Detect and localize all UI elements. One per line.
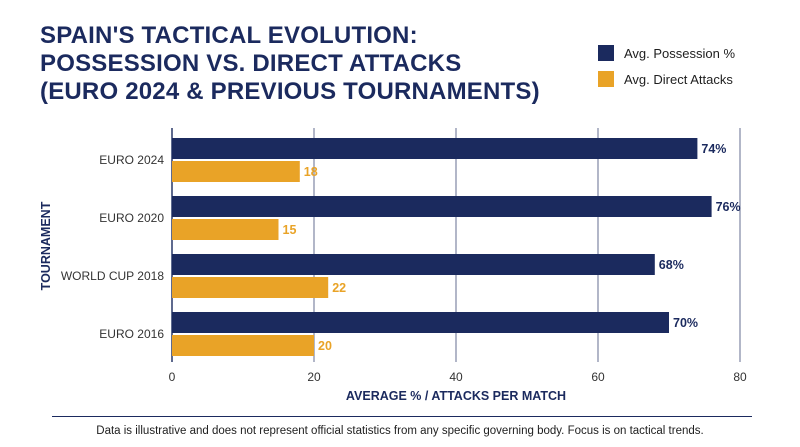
data-label-euro-2016-possession: 70%	[673, 316, 698, 330]
bar-euro-2016-possession	[172, 312, 669, 333]
data-label-euro-2016-direct-attacks: 20	[318, 339, 332, 353]
y-category-label-euro-2016: EURO 2016	[99, 327, 164, 341]
data-label-world-cup-2018-possession: 68%	[659, 258, 684, 272]
bar-euro-2016-direct-attacks	[172, 335, 314, 356]
bar-world-cup-2018-possession	[172, 254, 655, 275]
chart-title-line-2: POSSESSION VS. DIRECT ATTACKS	[40, 50, 462, 77]
y-category-label-euro-2020: EURO 2020	[99, 211, 164, 225]
x-tick-label-40: 40	[449, 370, 463, 384]
y-category-label-world-cup-2018: WORLD CUP 2018	[61, 269, 164, 283]
x-tick-label-20: 20	[307, 370, 321, 384]
y-category-label-euro-2024: EURO 2024	[99, 153, 164, 167]
data-label-euro-2024-direct-attacks: 18	[304, 165, 318, 179]
chart-title-line-1: SPAIN'S TACTICAL EVOLUTION:	[40, 22, 418, 49]
data-label-euro-2020-possession: 76%	[716, 200, 741, 214]
x-tick-label-60: 60	[591, 370, 605, 384]
bar-euro-2020-direct-attacks	[172, 219, 279, 240]
data-label-world-cup-2018-direct-attacks: 22	[332, 281, 346, 295]
legend-item-possession: Avg. Possession %	[598, 44, 735, 62]
data-label-euro-2020-direct-attacks: 15	[283, 223, 297, 237]
data-label-euro-2024-possession: 74%	[701, 142, 726, 156]
bar-world-cup-2018-direct-attacks	[172, 277, 329, 298]
bar-euro-2020-possession	[172, 196, 712, 217]
legend-label-direct-attacks: Avg. Direct Attacks	[624, 71, 733, 87]
x-axis-title: AVERAGE % / ATTACKS PER MATCH	[346, 389, 566, 403]
bar-euro-2024-possession	[172, 138, 698, 159]
footnote-divider	[52, 416, 752, 417]
legend-label-possession: Avg. Possession %	[624, 45, 736, 61]
bar-euro-2024-direct-attacks	[172, 161, 300, 182]
legend-swatch-possession	[598, 45, 614, 61]
legend-swatch-direct-attacks	[598, 71, 614, 87]
chart-title-line-3: (EURO 2024 & PREVIOUS TOURNAMENTS)	[40, 78, 540, 105]
x-tick-label-0: 0	[169, 370, 176, 384]
chart-title: SPAIN'S TACTICAL EVOLUTION: POSSESSION V…	[40, 22, 540, 106]
legend-item-direct-attacks: Avg. Direct Attacks	[598, 70, 735, 88]
y-axis-title: TOURNAMENT	[39, 201, 53, 290]
x-tick-label-80: 80	[733, 370, 747, 384]
footnote: Data is illustrative and does not repres…	[96, 425, 704, 437]
chart-legend: Avg. Possession % Avg. Direct Attacks	[598, 44, 735, 96]
